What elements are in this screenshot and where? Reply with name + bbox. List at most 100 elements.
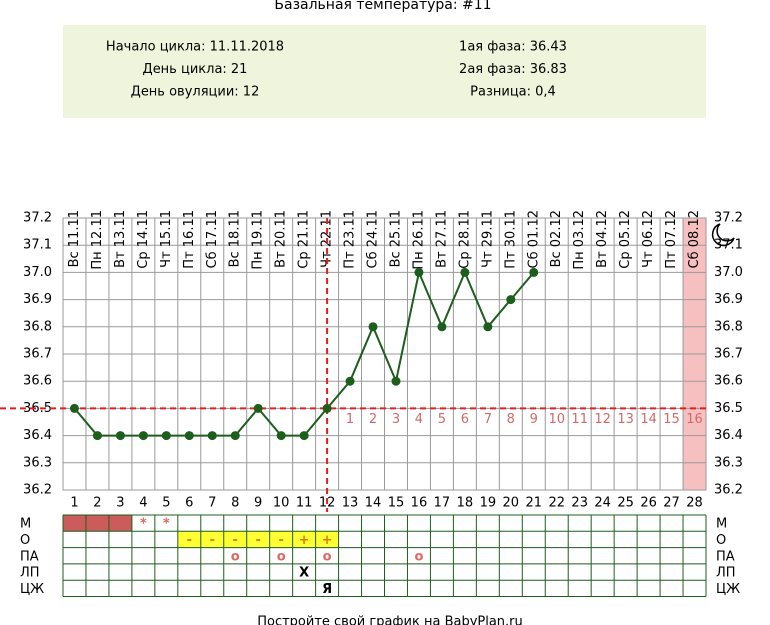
x-tick-label: 4	[139, 496, 147, 511]
info-text: Разница: 0,4	[470, 85, 556, 100]
y-tick-label: 36.9	[23, 292, 52, 307]
y-tick-label: 36.7	[714, 347, 743, 362]
luteal-day-label: 16	[686, 412, 703, 427]
table-mark: -	[210, 533, 215, 548]
table-fill	[85, 515, 109, 532]
luteal-day-label: 15	[663, 412, 680, 427]
y-tick-label: 36.9	[714, 292, 743, 307]
date-label: Чт 15.11	[159, 210, 174, 268]
y-tick-label: 36.8	[23, 319, 52, 334]
luteal-day-label: 2	[369, 412, 377, 427]
x-tick-label: 3	[116, 496, 124, 511]
footer: Постройте свой график на BabyPlan.ru	[257, 615, 523, 625]
date-label: Ср 28.11	[457, 210, 472, 269]
luteal-day-label: 12	[594, 412, 611, 427]
luteal-day-label: 7	[484, 412, 492, 427]
info-text: День цикла: 21	[143, 62, 248, 77]
table-fill	[63, 515, 86, 532]
table-fill	[292, 531, 316, 548]
date-label: Пн 03.12	[572, 210, 587, 270]
table-fill	[200, 531, 224, 548]
y-tick-label: 37.2	[23, 211, 52, 226]
temperature-point	[184, 431, 194, 441]
date-label: Пн 19.11	[251, 210, 266, 270]
x-tick-label: 14	[365, 496, 382, 511]
x-tick-label: 5	[162, 496, 170, 511]
table-mark: -	[278, 533, 283, 548]
date-label: Сб 08.12	[687, 210, 702, 268]
y-tick-label: 37.0	[714, 265, 743, 280]
date-label: Вт 27.11	[434, 210, 449, 268]
temperature-point	[207, 431, 217, 441]
temperature-point	[276, 431, 286, 441]
y-tick-label: 37.2	[714, 211, 743, 226]
temperature-point	[115, 431, 125, 441]
luteal-day-label: 13	[617, 412, 634, 427]
luteal-day-label: 10	[548, 412, 565, 427]
x-tick-label: 23	[571, 496, 588, 511]
y-tick-label: 36.3	[23, 455, 52, 470]
y-tick-label: 37.1	[714, 238, 743, 253]
y-tick-label: 37.1	[23, 238, 52, 253]
table-mark: *	[163, 517, 170, 532]
table-mark: -	[187, 533, 192, 548]
temperature-point	[506, 295, 516, 305]
info-text: День овуляции: 12	[131, 85, 260, 100]
luteal-day-label: 11	[571, 412, 588, 427]
info-text: Начало цикла: 11.11.2018	[106, 40, 284, 55]
x-tick-label: 28	[686, 496, 703, 511]
date-label: Сб 01.12	[526, 210, 541, 268]
x-tick-label: 1	[70, 496, 78, 511]
y-tick-label: 36.4	[714, 428, 743, 443]
temperature-point	[230, 431, 240, 441]
x-tick-label: 27	[663, 496, 680, 511]
x-tick-label: 26	[640, 496, 657, 511]
table-mark: -	[233, 533, 238, 548]
row-label: ЛП	[716, 566, 736, 581]
x-tick-label: 7	[208, 496, 216, 511]
x-tick-label: 13	[342, 496, 359, 511]
x-tick-label: 22	[548, 496, 565, 511]
x-tick-label: 18	[457, 496, 474, 511]
luteal-day-label: 3	[392, 412, 400, 427]
table-mark: X	[299, 566, 309, 581]
row-label: ПА	[716, 549, 735, 564]
y-tick-label: 36.8	[714, 319, 743, 334]
temperature-point	[391, 376, 401, 386]
temperature-point	[368, 322, 378, 332]
date-label: Чт 06.12	[641, 210, 656, 268]
row-label: ЦЖ	[20, 582, 44, 597]
temperature-point	[322, 403, 332, 413]
info-text: 2ая фаза: 36.83	[459, 62, 567, 77]
table-fill	[269, 531, 293, 548]
y-tick-label: 36.5	[23, 401, 52, 416]
row-label: М	[716, 517, 727, 532]
table-fill	[246, 531, 270, 548]
date-label: Пт 23.11	[343, 210, 358, 269]
table-fill	[177, 531, 201, 548]
y-tick-label: 37.0	[23, 265, 52, 280]
x-tick-label: 6	[185, 496, 193, 511]
date-label: Чт 29.11	[480, 210, 495, 268]
temperature-point	[437, 322, 447, 332]
y-tick-label: 36.6	[714, 374, 743, 389]
date-label: Пт 16.11	[182, 210, 197, 269]
y-tick-label: 36.4	[23, 428, 52, 443]
table-mark: o	[277, 549, 286, 564]
x-tick-label: 17	[434, 496, 451, 511]
date-label: Сб 24.11	[366, 210, 381, 268]
temperature-point	[345, 376, 355, 386]
date-label: Ср 05.12	[618, 210, 633, 269]
date-label: Пн 12.11	[90, 210, 105, 270]
date-label: Вт 20.11	[274, 210, 289, 268]
x-tick-label: 9	[254, 496, 262, 511]
row-label: ЦЖ	[716, 582, 740, 597]
table-mark: -	[255, 533, 260, 548]
temperature-point	[253, 403, 263, 413]
row-label: ЛП	[20, 566, 40, 581]
table-mark: +	[322, 533, 333, 548]
date-label: Ср 21.11	[297, 210, 312, 269]
temperature-point	[69, 403, 79, 413]
date-label: Вс 02.12	[549, 210, 564, 267]
